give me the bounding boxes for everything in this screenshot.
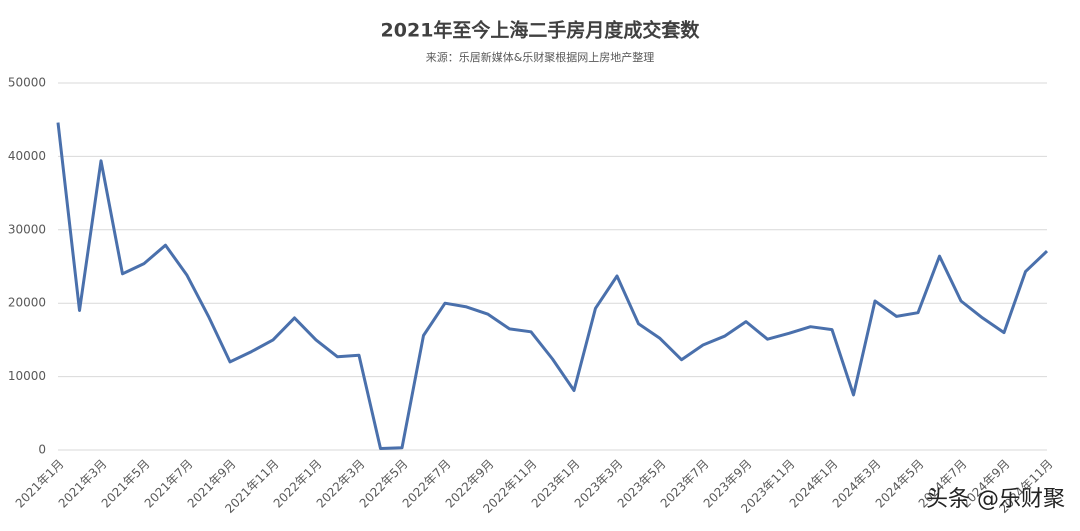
data-line <box>56 122 1049 450</box>
y-tick-label: 10000 <box>8 369 46 383</box>
y-tick-label: 20000 <box>8 296 46 310</box>
y-tick-label: 30000 <box>8 222 46 236</box>
y-tick-label: 40000 <box>8 149 46 163</box>
y-tick-label: 50000 <box>8 76 46 90</box>
chart-subtitle: 来源：乐居新媒体&乐财聚根据网上房地产整理 <box>426 50 655 64</box>
y-tick-label: 0 <box>38 443 46 457</box>
watermark: 头条 @乐财聚 <box>926 487 1065 512</box>
chart-title: 2021年至今上海二手房月度成交套数 <box>381 19 701 42</box>
